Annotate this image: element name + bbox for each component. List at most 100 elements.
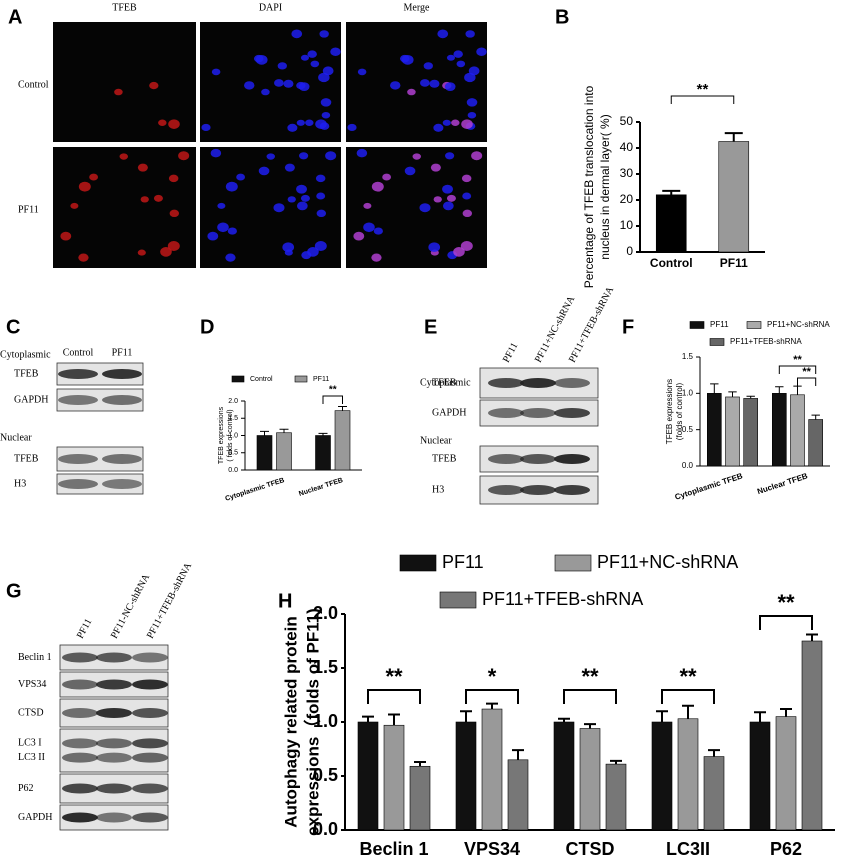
cell — [153, 194, 163, 202]
cell — [451, 119, 460, 126]
bar — [315, 435, 331, 471]
section-label: Cytoplasmic — [420, 377, 471, 388]
band — [132, 738, 168, 749]
error-bar — [811, 414, 820, 420]
column-label: Merge — [404, 2, 430, 13]
band-label: LC3 I — [18, 738, 42, 749]
bar — [256, 435, 273, 471]
error-bar — [388, 713, 400, 726]
cell — [149, 81, 159, 90]
legend-label: Control — [250, 376, 273, 383]
cell — [201, 123, 211, 132]
cell — [390, 81, 401, 90]
cell — [217, 202, 226, 209]
cell — [310, 60, 320, 68]
x-tick-label: VPS34 — [464, 839, 520, 859]
significance-bracket — [367, 689, 421, 704]
error-bar — [728, 391, 737, 397]
y-tick-label: 0.5 — [313, 765, 338, 785]
x-tick-label: Nuclear TFEB — [756, 471, 809, 496]
significance-label: ** — [777, 590, 795, 615]
cell — [456, 60, 466, 68]
panel-label: F — [622, 316, 634, 338]
significance-bracket — [797, 377, 817, 386]
band — [102, 395, 142, 405]
cell — [299, 152, 309, 160]
legend-swatch — [231, 375, 245, 383]
cell — [307, 50, 317, 58]
panel-label: C — [6, 316, 20, 338]
cell — [471, 151, 483, 161]
band — [96, 679, 132, 690]
y-axis-label: expressions（folds of PF11) — [302, 608, 322, 836]
band — [96, 738, 132, 749]
lane-label: PF11 — [75, 617, 94, 640]
section-label: Nuclear — [0, 432, 32, 443]
error-bar — [486, 702, 498, 710]
legend-label: PF11+NC-shRNA — [597, 552, 738, 572]
error-bar — [279, 428, 289, 433]
y-tick-label: 1.0 — [682, 388, 694, 397]
legend-swatch — [439, 591, 477, 609]
panel-label: G — [6, 580, 22, 602]
cell — [236, 173, 246, 181]
cell — [357, 68, 367, 76]
blot-box — [56, 388, 144, 412]
band — [520, 408, 556, 418]
band — [96, 812, 132, 823]
y-tick-label: 50 — [620, 114, 634, 128]
band-label: H3 — [14, 478, 26, 489]
cell — [322, 66, 334, 76]
cell — [284, 163, 295, 172]
band-label: VPS34 — [18, 679, 46, 690]
cell — [168, 174, 179, 183]
significance-bracket — [465, 689, 519, 704]
bar — [749, 721, 771, 831]
lane-label: PF11+TFEB-shRNA — [145, 560, 195, 640]
cell — [419, 203, 431, 213]
blot-box — [59, 728, 169, 773]
band-label: H3 — [432, 484, 444, 495]
band — [488, 408, 524, 418]
band — [58, 454, 98, 464]
band-label: LC3 II — [18, 752, 45, 763]
band — [58, 479, 98, 489]
cell — [307, 247, 319, 257]
error-bar — [806, 633, 818, 641]
panel-label: B — [555, 6, 569, 28]
bar — [703, 756, 725, 831]
error-bar — [780, 708, 792, 717]
cell — [70, 202, 79, 209]
band-label: GAPDH — [18, 812, 52, 823]
error-bar — [724, 132, 743, 142]
band — [132, 652, 168, 663]
cell — [363, 222, 375, 233]
y-tick-label: 2.0 — [228, 398, 238, 405]
x-tick-label: P62 — [770, 839, 802, 859]
band — [96, 652, 132, 663]
y-tick-label: 10 — [620, 218, 634, 232]
cell — [178, 151, 190, 161]
cell — [428, 242, 441, 253]
cell — [433, 196, 442, 203]
column-label: TFEB — [112, 2, 137, 13]
bar — [605, 763, 627, 831]
cell — [283, 79, 294, 88]
band — [554, 378, 590, 388]
cell — [167, 241, 180, 252]
cell — [305, 119, 314, 126]
y-tick-label: 0 — [626, 244, 633, 258]
cell — [277, 62, 287, 70]
cell — [466, 98, 478, 107]
cell — [244, 81, 255, 90]
cell — [400, 54, 410, 63]
cell — [287, 196, 296, 203]
error-bar — [338, 406, 347, 411]
error-bar — [662, 189, 681, 195]
bar — [334, 410, 351, 471]
error-bar — [775, 386, 784, 394]
band-label: TFEB — [432, 377, 457, 388]
cell — [137, 163, 148, 172]
significance-label: ** — [802, 366, 811, 378]
